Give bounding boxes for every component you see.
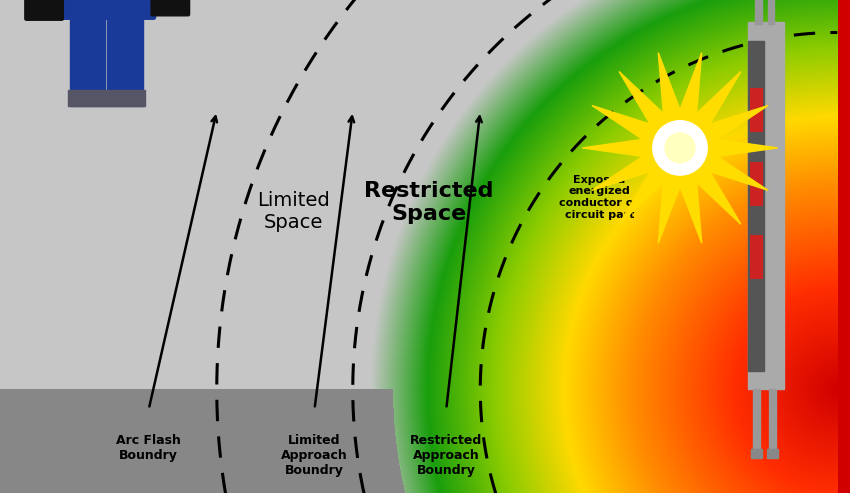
Bar xyxy=(748,40,764,371)
Bar xyxy=(768,449,778,458)
Bar xyxy=(107,17,143,106)
Text: Limited
Space: Limited Space xyxy=(257,191,330,233)
Bar xyxy=(755,0,762,24)
Circle shape xyxy=(665,133,695,163)
Bar xyxy=(105,90,144,106)
Bar xyxy=(155,0,184,1)
FancyBboxPatch shape xyxy=(151,0,190,16)
Bar xyxy=(750,88,762,132)
Bar xyxy=(748,22,784,389)
Polygon shape xyxy=(582,53,778,243)
Text: Arc Flash
Boundry: Arc Flash Boundry xyxy=(116,434,181,462)
Bar xyxy=(70,17,105,106)
Text: Restricted
Space: Restricted Space xyxy=(365,180,494,224)
Text: Exposed
energized
conductor or
circuit part: Exposed energized conductor or circuit p… xyxy=(559,175,639,219)
Bar xyxy=(769,389,776,449)
FancyBboxPatch shape xyxy=(57,0,156,19)
Circle shape xyxy=(653,121,707,175)
Bar xyxy=(751,449,762,458)
Text: Restricted
Approach
Boundry: Restricted Approach Boundry xyxy=(410,434,482,477)
Bar xyxy=(750,235,762,279)
Bar xyxy=(68,90,107,106)
Bar xyxy=(768,0,774,24)
Bar xyxy=(28,0,58,5)
Bar xyxy=(750,162,762,206)
Bar xyxy=(753,389,760,449)
FancyBboxPatch shape xyxy=(25,0,64,20)
Text: Limited
Approach
Boundry: Limited Approach Boundry xyxy=(281,434,348,477)
